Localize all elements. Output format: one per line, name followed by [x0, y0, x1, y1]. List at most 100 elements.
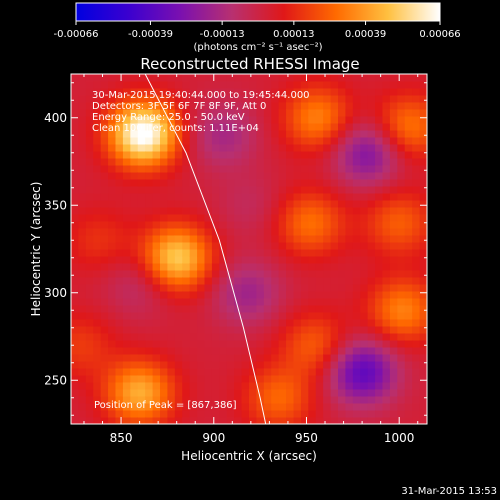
heatmap-cell [404, 242, 413, 250]
heatmap-cell [367, 144, 376, 152]
heatmap-cell [412, 249, 421, 257]
heatmap-cell [300, 270, 309, 278]
heatmap-cell [85, 312, 94, 320]
heatmap-cell [219, 256, 228, 264]
heatmap-cell [360, 298, 369, 306]
heatmap-cell [367, 207, 376, 215]
heatmap-cell [263, 151, 272, 159]
heatmap-cell [130, 242, 139, 250]
heatmap-cell [397, 270, 406, 278]
heatmap-cell [85, 193, 94, 201]
heatmap-cell [197, 221, 205, 229]
heatmap-cell [293, 368, 302, 376]
heatmap-cell [167, 382, 176, 390]
heatmap-cell [85, 116, 94, 124]
heatmap-cell [286, 74, 294, 82]
heatmap-cell [338, 389, 346, 397]
heatmap-cell [338, 249, 346, 257]
heatmap-cell [404, 333, 413, 341]
heatmap-cell [256, 298, 265, 306]
heatmap-cell [137, 347, 146, 355]
heatmap-cell [360, 368, 369, 376]
heatmap-cell [271, 298, 280, 306]
heatmap-cell [122, 417, 131, 424]
heatmap-cell [256, 256, 265, 264]
heatmap-cell [115, 137, 124, 145]
heatmap-cell [204, 375, 213, 383]
heatmap-cell [263, 333, 272, 341]
heatmap-cell [100, 382, 109, 390]
heatmap-cell [108, 368, 116, 376]
heatmap-cell [330, 361, 339, 369]
heatmap-cell [278, 417, 287, 424]
heatmap-cell [300, 74, 309, 82]
heatmap-cell [152, 74, 161, 82]
heatmap-cell [249, 312, 257, 320]
heatmap-cell [182, 137, 191, 145]
heatmap-cell [78, 305, 87, 313]
heatmap-cell [271, 368, 280, 376]
heatmap-cell [204, 116, 213, 124]
heatmap-cell [286, 228, 294, 236]
heatmap-cell [249, 298, 257, 306]
heatmap-cell [249, 417, 257, 424]
heatmap-cell [293, 382, 302, 390]
x-tick-label: 850 [110, 431, 133, 445]
heatmap-cell [256, 417, 265, 424]
heatmap-cell [226, 249, 235, 257]
heatmap-cell [174, 165, 183, 173]
heatmap-cell [397, 249, 406, 257]
heatmap-cell [122, 109, 131, 117]
heatmap-cell [85, 249, 94, 257]
heatmap-cell [315, 200, 324, 208]
heatmap-cell [382, 200, 391, 208]
heatmap-cell [389, 214, 398, 222]
heatmap-cell [315, 109, 324, 117]
heatmap-cell [300, 207, 309, 215]
heatmap-cell [412, 158, 421, 166]
heatmap-cell [323, 396, 332, 404]
heatmap-cell [182, 347, 191, 355]
heatmap-cell [241, 172, 250, 180]
heatmap-cell [93, 186, 102, 194]
heatmap-cell [293, 347, 302, 355]
heatmap-cell [419, 151, 427, 159]
heatmap-cell [241, 228, 250, 236]
heatmap-cell [115, 354, 124, 362]
heatmap-cell [360, 319, 369, 327]
heatmap-cell [256, 158, 265, 166]
heatmap-cell [419, 116, 427, 124]
heatmap-cell [137, 375, 146, 383]
heatmap-cell [293, 291, 302, 299]
heatmap-cell [226, 382, 235, 390]
heatmap-cell [100, 403, 109, 411]
heatmap-cell [315, 291, 324, 299]
heatmap-cell [182, 256, 191, 264]
colorbar-tick-label: -0.00066 [54, 29, 99, 40]
heatmap-cell [182, 144, 191, 152]
heatmap-cell [160, 389, 168, 397]
heatmap-cell [130, 165, 139, 173]
heatmap-cell [71, 347, 79, 355]
heatmap-cell [197, 305, 205, 313]
heatmap-cell [160, 186, 168, 194]
heatmap-cell [389, 172, 398, 180]
heatmap-cell [93, 375, 102, 383]
heatmap-cell [152, 291, 161, 299]
heatmap-cell [108, 256, 116, 264]
heatmap-cell [182, 382, 191, 390]
heatmap-cell [152, 396, 161, 404]
heatmap-cell [219, 221, 228, 229]
heatmap-cell [152, 214, 161, 222]
heatmap-cell [137, 270, 146, 278]
heatmap-cell [360, 396, 369, 404]
heatmap-cell [315, 221, 324, 229]
heatmap-cell [323, 417, 332, 424]
heatmap-cell [404, 277, 413, 285]
heatmap-grid [71, 74, 427, 424]
heatmap-cell [226, 186, 235, 194]
heatmap-cell [152, 186, 161, 194]
heatmap-cell [419, 410, 427, 418]
heatmap-cell [211, 291, 220, 299]
heatmap-cell [145, 109, 154, 117]
